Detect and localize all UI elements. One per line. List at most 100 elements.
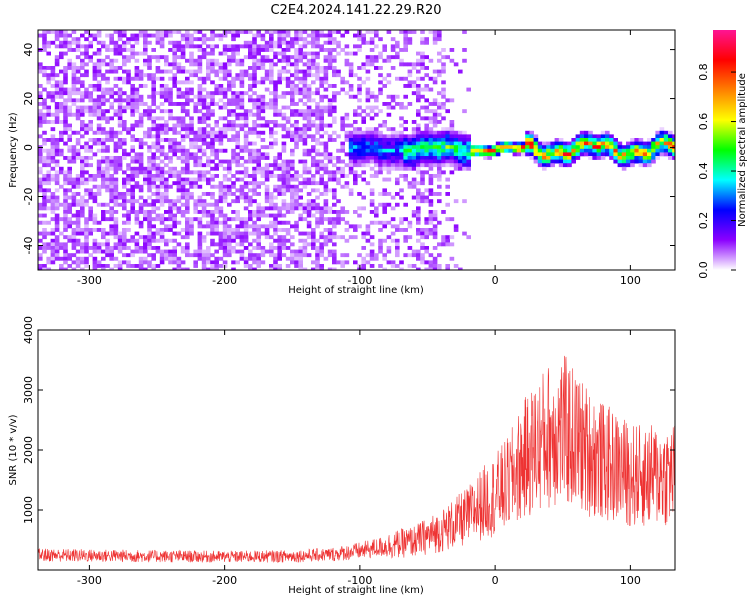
heatmap-cell: [185, 188, 190, 193]
heatmap-cell: [159, 123, 165, 128]
heatmap-cell: [210, 210, 215, 214]
heatmap-cell: [399, 260, 404, 265]
heatmap-cell: [176, 55, 182, 60]
heatmap-cell: [294, 123, 299, 128]
heatmap-cell: [117, 138, 123, 142]
heatmap-cell: [113, 48, 119, 52]
heatmap-cell: [659, 127, 665, 132]
heatmap-cell: [596, 138, 602, 142]
heatmap-cell: [105, 138, 110, 142]
heatmap-cell: [626, 141, 631, 146]
heatmap-cell: [54, 224, 60, 229]
heatmap-cell: [109, 127, 114, 132]
heatmap-cell: [306, 170, 312, 175]
heatmap-cell: [130, 184, 135, 189]
heatmap-cell: [38, 231, 43, 236]
heatmap-cell: [533, 159, 539, 164]
heatmap-cell: [235, 228, 240, 232]
heatmap-cell: [38, 84, 43, 88]
heatmap-cell: [42, 199, 47, 204]
heatmap-cell: [281, 48, 287, 52]
heatmap-cell: [168, 138, 173, 142]
heatmap-cell: [332, 55, 337, 60]
heatmap-cell: [130, 123, 135, 128]
heatmap-cell: [159, 228, 165, 232]
heatmap-cell: [147, 235, 152, 240]
heatmap-cell: [441, 159, 446, 164]
heatmap-cell: [327, 33, 333, 38]
heatmap-cell: [302, 112, 308, 117]
heatmap-cell: [168, 174, 173, 178]
heatmap-cell: [432, 152, 438, 157]
heatmap-cell: [222, 134, 228, 139]
heatmap-cell: [189, 51, 194, 56]
heatmap-cell: [46, 76, 51, 81]
heatmap-cell: [336, 181, 341, 186]
heatmap-cell: [206, 44, 211, 49]
heatmap-cell: [243, 40, 249, 45]
heatmap-cell: [592, 134, 597, 139]
heatmap-cell: [269, 98, 274, 103]
heatmap-cell: [420, 141, 425, 146]
heatmap-cell: [626, 163, 631, 168]
heatmap-cell: [344, 58, 350, 63]
heatmap-cell: [424, 109, 429, 114]
heatmap-cell: [361, 116, 366, 121]
heatmap-cell: [323, 170, 329, 175]
heatmap-cell: [185, 249, 190, 254]
heatmap-cell: [172, 141, 177, 146]
heatmap-cell: [613, 141, 618, 146]
heatmap-cell: [269, 120, 274, 124]
heatmap-cell: [214, 130, 219, 135]
heatmap-cell: [416, 231, 421, 236]
heatmap-cell: [495, 141, 501, 146]
heatmap-cell: [542, 145, 547, 150]
heatmap-cell: [416, 76, 421, 81]
heatmap-cell: [395, 145, 400, 150]
heatmap-cell: [361, 138, 366, 142]
heatmap-cell: [269, 249, 274, 254]
heatmap-cell: [134, 213, 140, 218]
heatmap-cell: [239, 91, 245, 96]
heatmap-cell: [80, 73, 85, 78]
heatmap-cell: [416, 94, 421, 99]
heatmap-cell: [147, 58, 152, 63]
heatmap-cell: [558, 152, 564, 157]
heatmap-cell: [168, 33, 173, 38]
heatmap-cell: [269, 202, 274, 207]
heatmap-cell: [134, 91, 140, 96]
heatmap-cell: [50, 159, 56, 164]
heatmap-cell: [164, 224, 169, 229]
heatmap-cell: [315, 159, 320, 164]
heatmap-cell: [180, 184, 186, 189]
heatmap-cell: [269, 130, 274, 135]
heatmap-cell: [197, 170, 203, 175]
heatmap-cell: [466, 145, 471, 150]
heatmap-cell: [75, 48, 81, 52]
heatmap-cell: [353, 224, 358, 229]
heatmap-cell: [424, 156, 429, 160]
heatmap-cell: [332, 188, 337, 193]
heatmap-cell: [319, 80, 324, 85]
heatmap-cell: [340, 260, 345, 265]
heatmap-cell: [609, 134, 614, 139]
heatmap-cell: [197, 58, 203, 63]
heatmap-cell: [180, 80, 186, 85]
heatmap-cell: [273, 156, 278, 160]
heatmap-cell: [201, 134, 207, 139]
heatmap-cell: [290, 224, 295, 229]
heatmap-cell: [92, 73, 98, 78]
heatmap-cell: [248, 210, 253, 214]
heatmap-cell: [143, 170, 148, 175]
heatmap-cell: [361, 206, 366, 211]
heatmap-cell: [168, 253, 173, 258]
heatmap-cell: [437, 102, 442, 106]
heatmap-cell: [516, 152, 522, 157]
heatmap-cell: [227, 177, 232, 182]
heatmap-cell: [54, 206, 60, 211]
heatmap-cell: [210, 98, 215, 103]
heatmap-cell: [256, 228, 261, 232]
heatmap-cell: [311, 246, 316, 250]
heatmap-cell: [424, 260, 429, 265]
heatmap-cell: [672, 141, 675, 146]
